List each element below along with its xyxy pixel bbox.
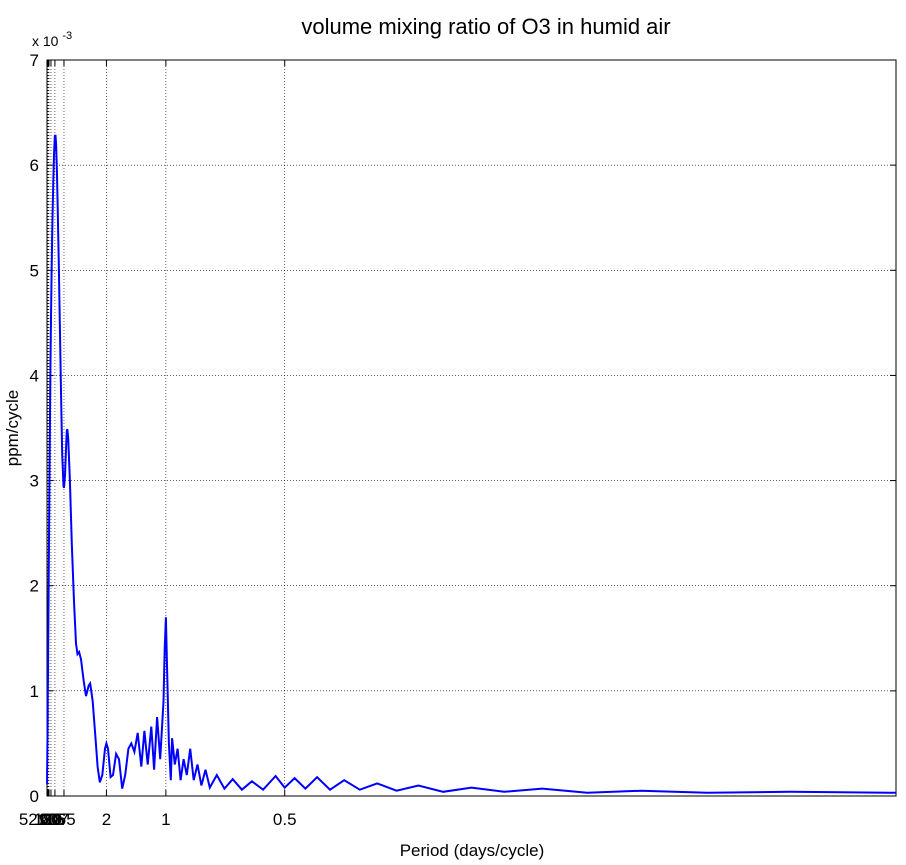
plot-frame bbox=[46, 59, 897, 797]
x-tick-label: 1 bbox=[161, 810, 170, 829]
x-tick-label: 7 bbox=[59, 810, 68, 829]
x-tick-label: 521 bbox=[19, 810, 47, 829]
y-tick-label: 3 bbox=[30, 472, 39, 491]
y-tick-label: 0 bbox=[30, 787, 39, 806]
y-axis-label: ppm/cycle bbox=[3, 390, 22, 467]
x-tick-label: 120 bbox=[34, 810, 62, 829]
x-tick-label: 180 bbox=[33, 810, 61, 829]
y-tick-label: 5 bbox=[30, 261, 39, 280]
x-tick-label: 0.5 bbox=[273, 810, 297, 829]
x-tick-label: 90 bbox=[39, 810, 58, 829]
x-tick-label: 15 bbox=[45, 810, 64, 829]
series bbox=[46, 134, 897, 794]
chart-title: volume mixing ratio of O3 in humid air bbox=[301, 14, 670, 39]
y-exponent-power: -3 bbox=[62, 30, 72, 42]
y-tick-label: 6 bbox=[30, 156, 39, 175]
grid bbox=[46, 59, 896, 797]
y-tick-label: 2 bbox=[30, 577, 39, 596]
x-tick-label: 365 bbox=[47, 810, 75, 829]
x-tick-label: 60 bbox=[40, 810, 59, 829]
y-tick-label: 1 bbox=[30, 682, 39, 701]
y-exponent-label: x 10 -3 bbox=[32, 30, 72, 49]
y-tick-label: 4 bbox=[30, 366, 39, 385]
y-axis: 0 1 2 3 4 5 6 7 bbox=[30, 51, 896, 806]
y-tick-label: 7 bbox=[30, 51, 39, 70]
y-exponent-base: x 10 bbox=[32, 33, 59, 49]
x-tick-label: 2 bbox=[102, 810, 111, 829]
x-axis-label: Period (days/cycle) bbox=[400, 841, 545, 860]
series-line bbox=[46, 134, 897, 794]
x-tick-label: 30 bbox=[42, 810, 61, 829]
